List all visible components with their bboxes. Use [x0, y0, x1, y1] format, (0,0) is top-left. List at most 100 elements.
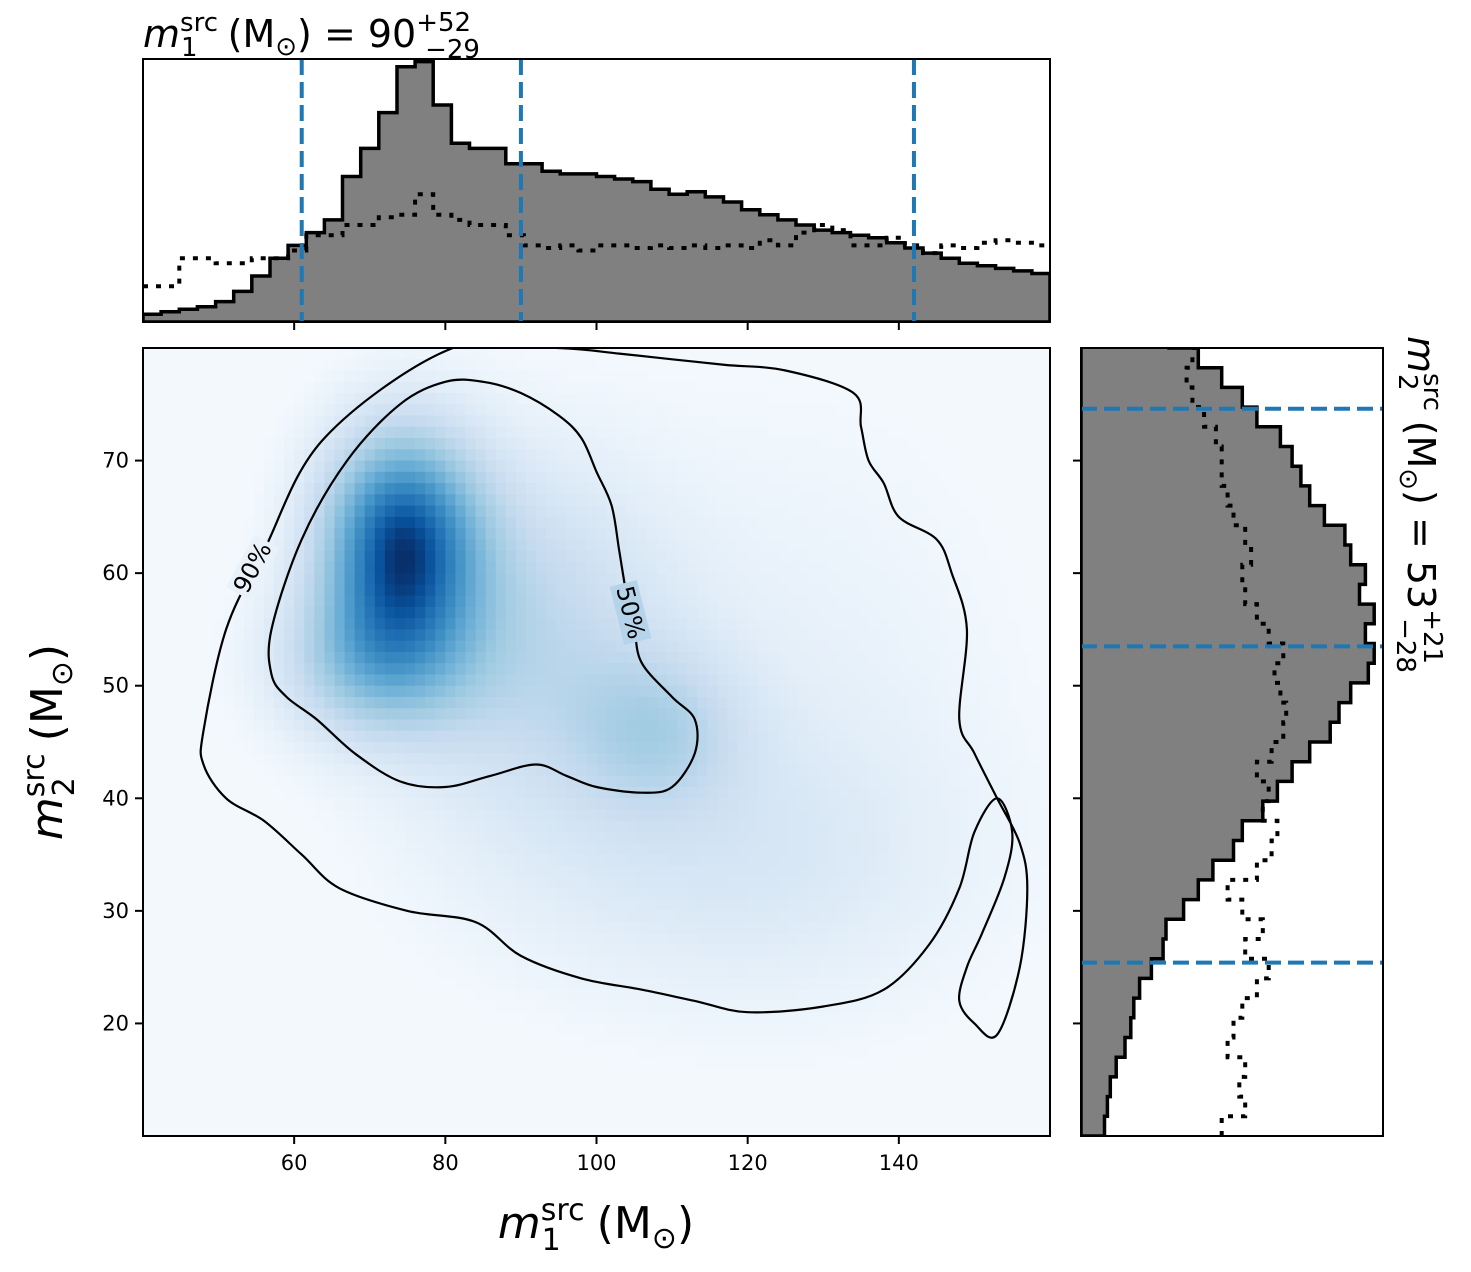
density-cell — [536, 460, 547, 473]
density-cell — [515, 708, 527, 721]
density-cell — [566, 393, 577, 405]
density-cell — [808, 1034, 819, 1047]
density-cell — [435, 528, 446, 540]
density-cell — [314, 573, 325, 585]
density-cell — [808, 561, 819, 574]
density-cell — [707, 742, 719, 754]
density-cell — [253, 516, 265, 529]
density-cell — [596, 685, 608, 698]
density-cell — [445, 944, 457, 957]
density-cell — [233, 618, 245, 631]
density-cell — [626, 528, 638, 540]
density-cell — [596, 674, 608, 687]
density-cell — [455, 854, 467, 867]
density-cell — [616, 404, 628, 417]
density-cell — [536, 775, 547, 788]
density-cell — [515, 854, 527, 867]
density-cell — [314, 809, 325, 822]
density-cell — [586, 708, 598, 721]
density-cell — [505, 415, 517, 428]
density-cell — [263, 573, 275, 585]
density-cell — [677, 685, 688, 698]
density-cell — [455, 663, 467, 676]
density-cell — [868, 618, 880, 631]
density-cell — [717, 606, 729, 619]
density-cell — [384, 471, 396, 484]
density-cell — [284, 505, 295, 518]
density-cell — [868, 933, 880, 946]
density-cell — [566, 775, 577, 788]
density-cell — [878, 1000, 890, 1013]
density-cell — [747, 528, 759, 540]
density-cell — [818, 573, 829, 585]
density-cell — [828, 460, 839, 473]
density-cell — [566, 989, 577, 1002]
density-cell — [717, 561, 729, 574]
density-cell — [767, 922, 779, 934]
density-cell — [808, 1012, 819, 1025]
density-cell — [596, 393, 608, 405]
density-cell — [374, 359, 386, 372]
density-cell — [908, 922, 920, 934]
density-cell — [1039, 719, 1050, 732]
density-cell — [394, 618, 406, 631]
density-cell — [566, 381, 577, 394]
density-cell — [475, 955, 487, 968]
density-cell — [959, 753, 970, 766]
density-cell — [798, 573, 809, 585]
density-cell — [485, 539, 497, 552]
density-cell — [747, 393, 759, 405]
density-cell — [898, 1000, 910, 1013]
density-cell — [354, 561, 366, 574]
density-cell — [485, 359, 497, 372]
density-cell — [586, 719, 598, 732]
density-cell — [707, 967, 719, 979]
density-cell — [394, 787, 406, 799]
density-cell — [969, 955, 981, 968]
density-cell — [465, 494, 477, 507]
density-cell — [304, 685, 315, 698]
density-cell — [515, 674, 527, 687]
density-cell — [364, 640, 376, 653]
density-cell — [697, 809, 708, 822]
density-cell — [949, 775, 960, 788]
density-cell — [838, 933, 850, 946]
density-cell — [808, 393, 819, 405]
density-cell — [566, 426, 577, 439]
density-cell — [566, 528, 577, 540]
density-cell — [445, 820, 457, 833]
density-cell — [546, 843, 557, 856]
density-cell — [969, 550, 981, 563]
density-cell — [808, 944, 819, 957]
density-cell — [687, 471, 698, 484]
density-cell — [374, 888, 386, 901]
density-cell — [667, 787, 678, 799]
density-cell — [798, 832, 809, 844]
density-cell — [314, 561, 325, 574]
density-cell — [384, 651, 396, 664]
density-cell — [656, 415, 668, 428]
density-cell — [808, 483, 819, 495]
density-cell — [576, 573, 588, 585]
density-cell — [616, 967, 628, 979]
density-cell — [606, 742, 618, 754]
density-cell — [364, 561, 376, 574]
density-cell — [364, 809, 376, 822]
density-cell — [243, 606, 255, 619]
density-cell — [646, 753, 658, 766]
density-cell — [667, 922, 678, 934]
density-cell — [667, 775, 678, 788]
density-cell — [697, 471, 708, 484]
density-cell — [656, 685, 668, 698]
density-cell — [878, 1012, 890, 1025]
density-cell — [334, 843, 346, 856]
density-cell — [667, 381, 678, 394]
density-cell — [253, 696, 265, 709]
density-cell — [405, 809, 416, 822]
density-cell — [656, 730, 668, 743]
density-cell — [727, 978, 739, 991]
density-cell — [707, 933, 719, 946]
density-cell — [828, 742, 839, 754]
density-cell — [646, 989, 658, 1002]
density-cell — [939, 494, 950, 507]
